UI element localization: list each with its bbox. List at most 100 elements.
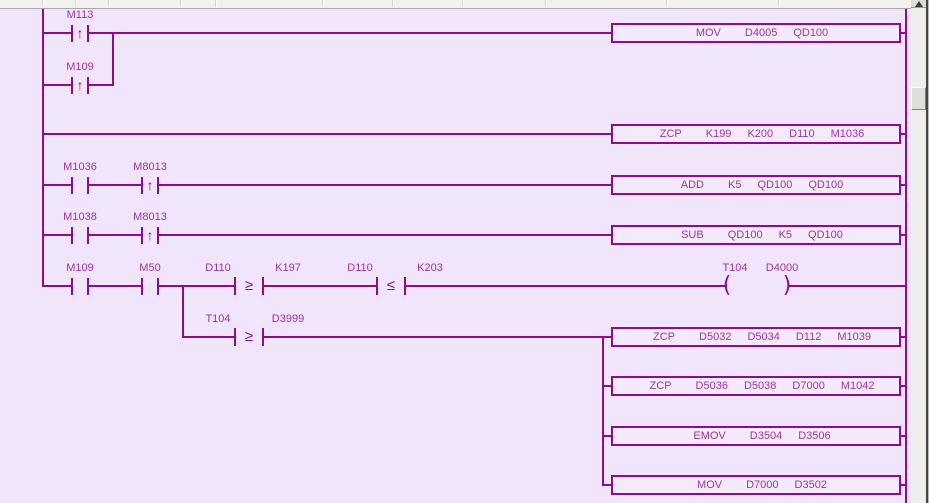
wire-segment bbox=[183, 336, 235, 338]
compare-contact[interactable]: ≥ bbox=[234, 277, 264, 295]
left-power-rail bbox=[42, 8, 44, 287]
instruction-operand: K200 bbox=[747, 128, 774, 140]
wire-segment bbox=[88, 285, 142, 287]
instruction-name: EMOV bbox=[693, 430, 726, 442]
wire-segment bbox=[88, 32, 611, 34]
instruction-operand: QD100 bbox=[757, 179, 793, 191]
device-label: M1036 bbox=[63, 161, 97, 173]
wire-segment bbox=[603, 385, 611, 387]
instruction-box-EMOV[interactable]: EMOV D3504 D3506 bbox=[611, 426, 901, 446]
instruction-operand: K5 bbox=[778, 229, 793, 241]
wire-segment bbox=[158, 285, 235, 287]
toolbar-separator bbox=[215, 0, 217, 7]
instruction-box-ZCP[interactable]: ZCP K199 K200 D110 M1036 bbox=[611, 124, 901, 144]
scrollbar-thumb[interactable] bbox=[911, 87, 926, 110]
contact-M109[interactable]: ↑ bbox=[71, 77, 89, 94]
contact-M113[interactable]: ↑ bbox=[71, 25, 89, 42]
device-label: M109 bbox=[66, 262, 94, 274]
wire-segment bbox=[88, 184, 142, 186]
wire-segment bbox=[603, 484, 611, 486]
toolbar-separator bbox=[180, 0, 182, 7]
wire-segment bbox=[112, 33, 114, 86]
instruction-name: MOV bbox=[695, 27, 721, 39]
contact-M109[interactable] bbox=[71, 278, 89, 295]
compare-contact[interactable]: ≤ bbox=[376, 277, 406, 295]
wire-segment bbox=[43, 234, 72, 236]
instruction-box-MOV[interactable]: MOV D4005 QD100 bbox=[611, 23, 901, 43]
scroll-up-button[interactable] bbox=[911, 0, 927, 8]
toolbar-separator bbox=[75, 0, 77, 7]
compare-operator-icon: ≤ bbox=[386, 277, 396, 294]
device-label: D4000 bbox=[765, 262, 799, 274]
instruction-operand: D3504 bbox=[749, 430, 783, 442]
instruction-operand: D110 bbox=[789, 128, 815, 140]
wire-segment bbox=[43, 32, 72, 34]
compare-contact[interactable]: ≥ bbox=[234, 328, 264, 346]
instruction-box-SUB[interactable]: SUB QD100 K5 QD100 bbox=[611, 225, 901, 245]
wire-segment bbox=[263, 336, 611, 338]
rising-edge-icon: ↑ bbox=[76, 25, 84, 41]
device-label: D3999 bbox=[271, 313, 305, 325]
wire-segment bbox=[901, 133, 906, 135]
wire-segment bbox=[901, 484, 906, 486]
instruction-operand: D5038 bbox=[743, 380, 777, 392]
contact-M50[interactable] bbox=[141, 278, 159, 295]
wire-segment bbox=[263, 285, 377, 287]
wire-segment bbox=[901, 32, 906, 34]
device-label: M1038 bbox=[63, 211, 97, 223]
instruction-operand: D3506 bbox=[798, 430, 831, 442]
instruction-operand: QD100 bbox=[727, 229, 763, 241]
instruction-box-ZCP[interactable]: ZCP D5036 D5038 D7000 M1042 bbox=[611, 376, 901, 396]
toolbar-separator bbox=[322, 0, 324, 7]
instruction-name: ZCP bbox=[659, 128, 682, 140]
device-label: M113 bbox=[66, 9, 94, 21]
toolbar-separator bbox=[42, 0, 44, 7]
instruction-box-ZCP[interactable]: ZCP D5032 D5034 D112 M1039 bbox=[611, 327, 901, 347]
vertical-scrollbar[interactable] bbox=[911, 0, 927, 503]
wire-segment bbox=[158, 184, 611, 186]
instruction-name: SUB bbox=[681, 229, 704, 241]
instruction-operand: D3502 bbox=[794, 479, 827, 491]
wire-segment bbox=[88, 84, 114, 86]
rising-edge-icon: ↑ bbox=[146, 227, 154, 243]
window-right-border bbox=[926, 0, 928, 503]
instruction-box-ADD[interactable]: ADD K5 QD100 QD100 bbox=[611, 175, 901, 195]
instruction-name: MOV bbox=[697, 479, 723, 491]
contact-M8013[interactable]: ↑ bbox=[141, 227, 159, 244]
wire-segment bbox=[405, 285, 727, 287]
device-label: K197 bbox=[275, 262, 301, 274]
coil-open-paren[interactable]: ( bbox=[722, 273, 732, 298]
instruction-operand: D5032 bbox=[699, 331, 732, 343]
toolbar-separator bbox=[392, 0, 394, 7]
device-label: M8013 bbox=[133, 211, 167, 223]
wire-segment bbox=[603, 435, 611, 437]
instruction-operand: K5 bbox=[728, 179, 742, 191]
instruction-operand: M1036 bbox=[830, 128, 865, 140]
toolbar-separator bbox=[666, 0, 668, 7]
device-label: M50 bbox=[139, 262, 161, 274]
wire-segment bbox=[901, 435, 906, 437]
contact-M1036[interactable] bbox=[71, 177, 89, 194]
toolbar-bottom-edge bbox=[0, 0, 929, 9]
device-label: M109 bbox=[66, 61, 94, 73]
wire-segment bbox=[788, 285, 906, 287]
device-label: T104 bbox=[205, 313, 231, 325]
wire-segment bbox=[602, 337, 604, 486]
instruction-operand: D7000 bbox=[792, 380, 825, 392]
toolbar-separator bbox=[545, 0, 547, 7]
instruction-operand: D112 bbox=[795, 331, 822, 343]
rising-edge-icon: ↑ bbox=[76, 77, 84, 93]
coil-close-paren[interactable]: ) bbox=[782, 273, 792, 298]
instruction-box-MOV[interactable]: MOV D7000 D3502 bbox=[611, 475, 901, 495]
contact-M1038[interactable] bbox=[71, 227, 89, 244]
wire-segment bbox=[901, 385, 906, 387]
instruction-name: ZCP bbox=[649, 380, 672, 392]
instruction-name: ZCP bbox=[653, 331, 676, 343]
contact-M8013[interactable]: ↑ bbox=[141, 177, 159, 194]
wire-segment bbox=[43, 84, 72, 86]
wire-segment bbox=[901, 184, 906, 186]
instruction-operand: M1042 bbox=[840, 380, 875, 392]
scroll-up-arrow-icon bbox=[915, 1, 923, 7]
